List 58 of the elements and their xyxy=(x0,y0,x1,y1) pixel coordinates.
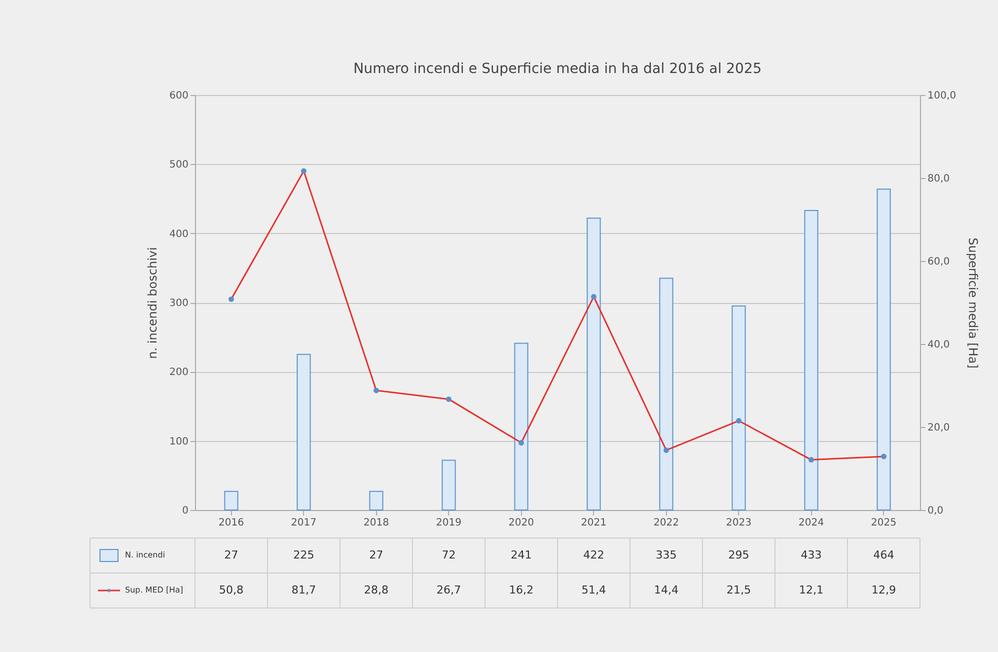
bar xyxy=(442,460,456,510)
bar xyxy=(876,188,891,510)
y2-tick-label: 20,0 xyxy=(928,422,950,434)
x-tick-label: 2020 xyxy=(508,518,534,528)
data-label: 16,2 xyxy=(509,584,534,596)
x-tick-label: 2018 xyxy=(364,518,389,528)
bar xyxy=(296,354,311,510)
data-label: 464 xyxy=(873,548,894,562)
data-label: 241 xyxy=(510,548,532,562)
y2-tick-label: 0,0 xyxy=(928,506,944,516)
y-tick-label: 400 xyxy=(169,228,188,240)
bar xyxy=(514,342,528,510)
data-label: 50,8 xyxy=(219,584,244,596)
y-tick-label: 0 xyxy=(182,506,188,516)
data-label: 21,5 xyxy=(726,584,751,596)
bar xyxy=(369,490,384,510)
x-tick-label: 2017 xyxy=(291,518,316,528)
x-tick-label: 2016 xyxy=(218,518,244,528)
y-tick-label: 200 xyxy=(169,367,188,378)
data-label: 12,1 xyxy=(799,584,824,596)
data-label: 422 xyxy=(583,548,604,562)
data-label: 295 xyxy=(728,548,750,562)
data-label: 27 xyxy=(224,548,238,562)
bar xyxy=(586,218,601,510)
x-tick-label: 2024 xyxy=(798,518,824,528)
x-tick-label: 2022 xyxy=(654,518,679,528)
x-tick-label: 2019 xyxy=(436,518,462,528)
data-label: 335 xyxy=(656,548,677,562)
data-label: 26,7 xyxy=(436,584,461,596)
data-label: 81,7 xyxy=(292,584,316,596)
y2-tick-label: 40,0 xyxy=(928,340,950,350)
legend-label: N. incendi xyxy=(125,550,166,560)
data-label: 225 xyxy=(293,548,314,562)
y-tick-label: 100 xyxy=(169,436,188,448)
y-tick-label: 500 xyxy=(169,160,188,171)
bar xyxy=(732,305,746,510)
data-label: 28,8 xyxy=(364,584,388,596)
x-tick-label: 2025 xyxy=(871,518,896,528)
y2-tick-label: 60,0 xyxy=(928,256,950,268)
x-tick-label: 2023 xyxy=(726,518,752,528)
y2-axis-title: Superficie media [Ha] xyxy=(966,238,980,368)
legend-label: Sup. MED [Ha] xyxy=(125,586,184,594)
data-label: 433 xyxy=(800,548,822,562)
y2-tick-label: 80,0 xyxy=(928,174,950,184)
chart-title: Numero incendi e Superficie media in ha dal 2016 al 2025 xyxy=(353,61,762,77)
data-label: 14,4 xyxy=(654,584,678,596)
data-label: 27 xyxy=(369,548,384,562)
bar xyxy=(224,490,238,510)
x-tick-label: 2021 xyxy=(581,518,606,528)
data-label: 72 xyxy=(442,548,456,562)
bar xyxy=(659,278,674,510)
data-label: 51,4 xyxy=(582,584,606,596)
bar xyxy=(804,210,818,510)
data-label: 12,9 xyxy=(872,584,896,596)
y-axis-title: n. incendi boschivi xyxy=(145,247,160,359)
y-tick-label: 600 xyxy=(169,90,188,102)
y-tick-label: 300 xyxy=(169,298,188,309)
y2-tick-label: 100,0 xyxy=(928,90,956,102)
